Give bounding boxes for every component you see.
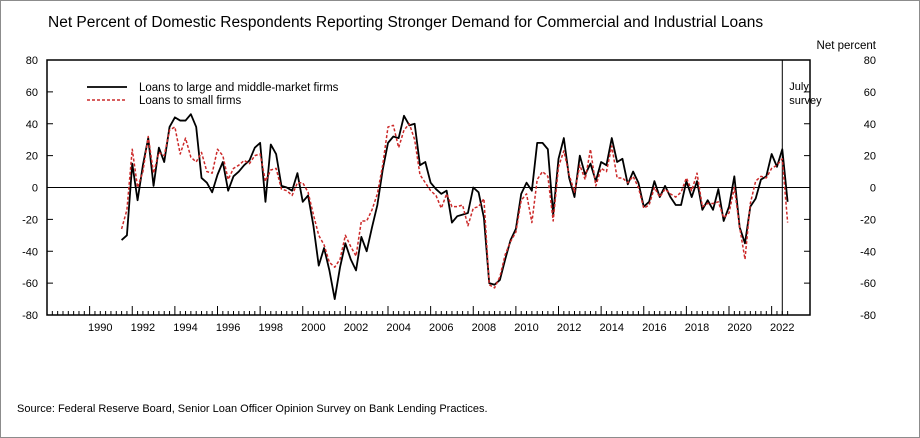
y-axis-title: Net percent: [817, 40, 877, 52]
x-tick-label: 2006: [429, 322, 453, 334]
y-tick-label-right: -20: [860, 214, 876, 226]
x-tick-label: 2004: [386, 322, 410, 334]
legend-label-0: Loans to large and middle-market firms: [139, 82, 339, 94]
legend: Loans to large and middle-market firmsLo…: [87, 82, 339, 107]
x-tick-label: 2000: [301, 322, 325, 334]
x-tick-label: 1998: [259, 322, 283, 334]
x-tick-label: 2012: [557, 322, 581, 334]
x-tick-label: 2022: [770, 322, 794, 334]
plot-area: -80 -80 -60 -60 -40 -40 -20 -20 0 0 20 20 40 40 60 60 80…: [22, 40, 877, 322]
x-tick-label: 1992: [131, 322, 155, 334]
series-line-1: [120, 123, 789, 289]
x-tick-label: 2008: [472, 322, 496, 334]
x-tick-label: 2016: [642, 322, 666, 334]
y-tick-label-right: -40: [860, 246, 876, 258]
survey-annotation-line2: survey: [789, 95, 822, 107]
y-tick-label-left: 60: [26, 87, 38, 99]
y-tick-label-left: -20: [22, 214, 38, 226]
x-tick-label: 1994: [173, 322, 197, 334]
x-axis-ticks: 1990 1992 1994 1996 1998 2000 2002 2004 2006 2008…: [51, 306, 795, 334]
y-tick-label-right: -80: [860, 310, 876, 322]
x-tick-label: 1996: [216, 322, 240, 334]
y-tick-label-right: 40: [864, 119, 876, 131]
y-tick-label-left: 80: [26, 55, 38, 67]
x-tick-label: 2018: [685, 322, 709, 334]
y-tick-label-left: 40: [26, 119, 38, 131]
series-line-0: [120, 113, 789, 300]
source-note: Source: Federal Reserve Board, Senior Lo…: [17, 403, 488, 415]
y-tick-label-left: -60: [22, 278, 38, 290]
y-tick-label-right: 20: [864, 151, 876, 163]
chart-title: Net Percent of Domestic Respondents Repo…: [48, 14, 764, 31]
y-tick-label-left: 0: [32, 183, 38, 195]
y-tick-label-left: 20: [26, 151, 38, 163]
series-lines: [120, 113, 789, 300]
y-tick-label-left: -40: [22, 246, 38, 258]
y-tick-label-right: 80: [864, 55, 876, 67]
y-tick-label-right: 0: [870, 183, 876, 195]
survey-annotation-line1: July: [789, 81, 809, 93]
x-tick-label: 2010: [514, 322, 538, 334]
x-tick-label: 2014: [600, 322, 624, 334]
y-tick-label-right: -60: [860, 278, 876, 290]
x-tick-label: 2002: [344, 322, 368, 334]
x-tick-label: 1990: [88, 322, 112, 334]
y-tick-label-left: -80: [22, 310, 38, 322]
x-tick-label: 2020: [727, 322, 751, 334]
y-tick-label-right: 60: [864, 87, 876, 99]
legend-label-1: Loans to small firms: [139, 95, 242, 107]
